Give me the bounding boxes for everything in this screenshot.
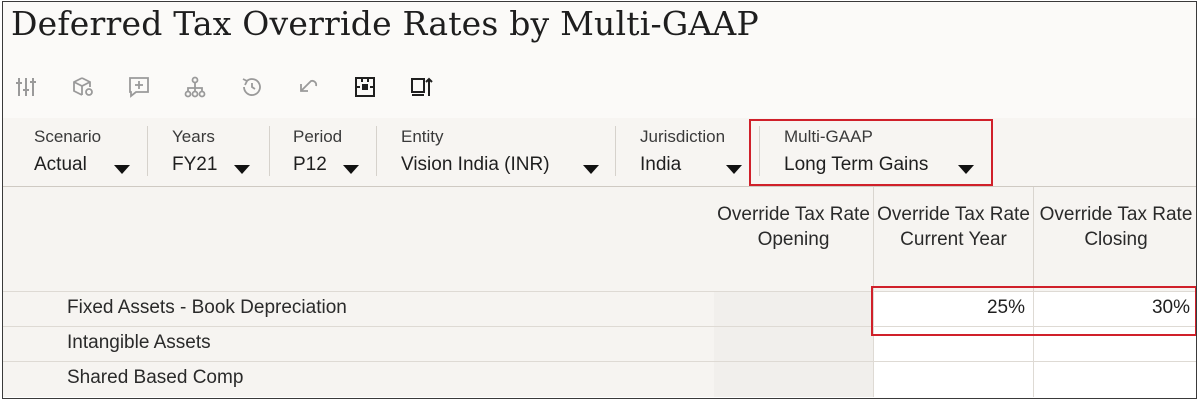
chevron-down-icon[interactable] xyxy=(234,165,250,174)
divider xyxy=(147,126,148,176)
filter-scenario-value[interactable]: Actual xyxy=(34,154,87,175)
filter-years[interactable]: Years FY21 xyxy=(172,125,262,181)
cell-current-year[interactable]: 25% xyxy=(874,292,1034,327)
divider xyxy=(759,126,760,176)
cell-closing[interactable] xyxy=(1034,362,1196,397)
row-label: Shared Based Comp xyxy=(67,367,244,388)
cell-current-year[interactable] xyxy=(874,327,1034,362)
chevron-down-icon[interactable] xyxy=(583,165,599,174)
table-row: Shared Based Comp xyxy=(3,361,1196,397)
pov-bar: Scenario Actual Years FY21 Period P12 En… xyxy=(3,118,1196,186)
row-header: Intangible Assets xyxy=(3,327,715,362)
filter-period[interactable]: Period P12 xyxy=(293,125,371,181)
filter-entity[interactable]: Entity Vision India (INR) xyxy=(401,125,611,181)
filter-entity-label: Entity xyxy=(401,127,444,146)
table-row: Intangible Assets xyxy=(3,326,1196,362)
add-comment-icon[interactable] xyxy=(126,74,152,100)
column-header-opening: Override Tax Rate Opening xyxy=(714,187,874,291)
table-row: Fixed Assets - Book Depreciation 25% 30% xyxy=(3,291,1196,327)
hierarchy-icon[interactable] xyxy=(182,74,208,100)
column-header-current-year: Override Tax Rate Current Year xyxy=(874,187,1034,291)
page-title: Deferred Tax Override Rates by Multi-GAA… xyxy=(11,4,759,43)
cell-current-year[interactable] xyxy=(874,362,1034,397)
chevron-down-icon[interactable] xyxy=(726,165,742,174)
filter-jurisdiction-value[interactable]: India xyxy=(640,154,682,175)
cell-opening[interactable] xyxy=(714,327,874,362)
undo-icon[interactable] xyxy=(295,74,321,100)
cube-settings-icon[interactable] xyxy=(70,74,96,100)
cell-focus-icon[interactable] xyxy=(352,74,378,100)
divider xyxy=(376,126,377,176)
export-icon[interactable] xyxy=(408,74,434,100)
filter-multi-gaap[interactable]: Multi-GAAP Long Term Gains xyxy=(784,125,984,181)
chevron-down-icon[interactable] xyxy=(343,165,359,174)
cell-closing[interactable]: 30% xyxy=(1034,292,1196,327)
grid-corner xyxy=(3,187,715,291)
filter-jurisdiction[interactable]: Jurisdiction India xyxy=(640,125,750,181)
divider xyxy=(269,126,270,176)
cell-opening[interactable] xyxy=(714,362,874,397)
filter-period-value[interactable]: P12 xyxy=(293,154,327,175)
history-icon[interactable] xyxy=(239,74,265,100)
filter-multi-gaap-label: Multi-GAAP xyxy=(784,127,873,146)
filter-scenario-label: Scenario xyxy=(34,127,102,146)
chevron-down-icon[interactable] xyxy=(114,165,130,174)
cell-opening[interactable] xyxy=(714,292,874,327)
row-label: Fixed Assets - Book Depreciation xyxy=(67,297,347,318)
filter-scenario[interactable]: Scenario Actual xyxy=(34,125,144,181)
cell-closing[interactable] xyxy=(1034,327,1196,362)
filter-jurisdiction-label: Jurisdiction xyxy=(640,127,726,146)
highlight-box-multi-gaap xyxy=(749,119,993,186)
data-grid: Override Tax Rate Opening Override Tax R… xyxy=(3,186,1196,398)
filter-entity-value[interactable]: Vision India (INR) xyxy=(401,154,550,175)
filter-period-label: Period xyxy=(293,127,343,146)
divider xyxy=(615,126,616,176)
column-header-closing: Override Tax Rate Closing xyxy=(1034,187,1196,291)
toolbar xyxy=(3,60,1196,114)
highlight-box-rates xyxy=(871,286,1196,336)
filter-multi-gaap-value[interactable]: Long Term Gains xyxy=(784,154,929,175)
row-label: Intangible Assets xyxy=(67,332,211,353)
row-header: Fixed Assets - Book Depreciation xyxy=(3,292,715,327)
filter-years-label: Years xyxy=(172,127,215,146)
sliders-icon[interactable] xyxy=(13,74,39,100)
filter-years-value[interactable]: FY21 xyxy=(172,154,218,175)
row-header: Shared Based Comp xyxy=(3,362,715,397)
chevron-down-icon[interactable] xyxy=(958,165,974,174)
